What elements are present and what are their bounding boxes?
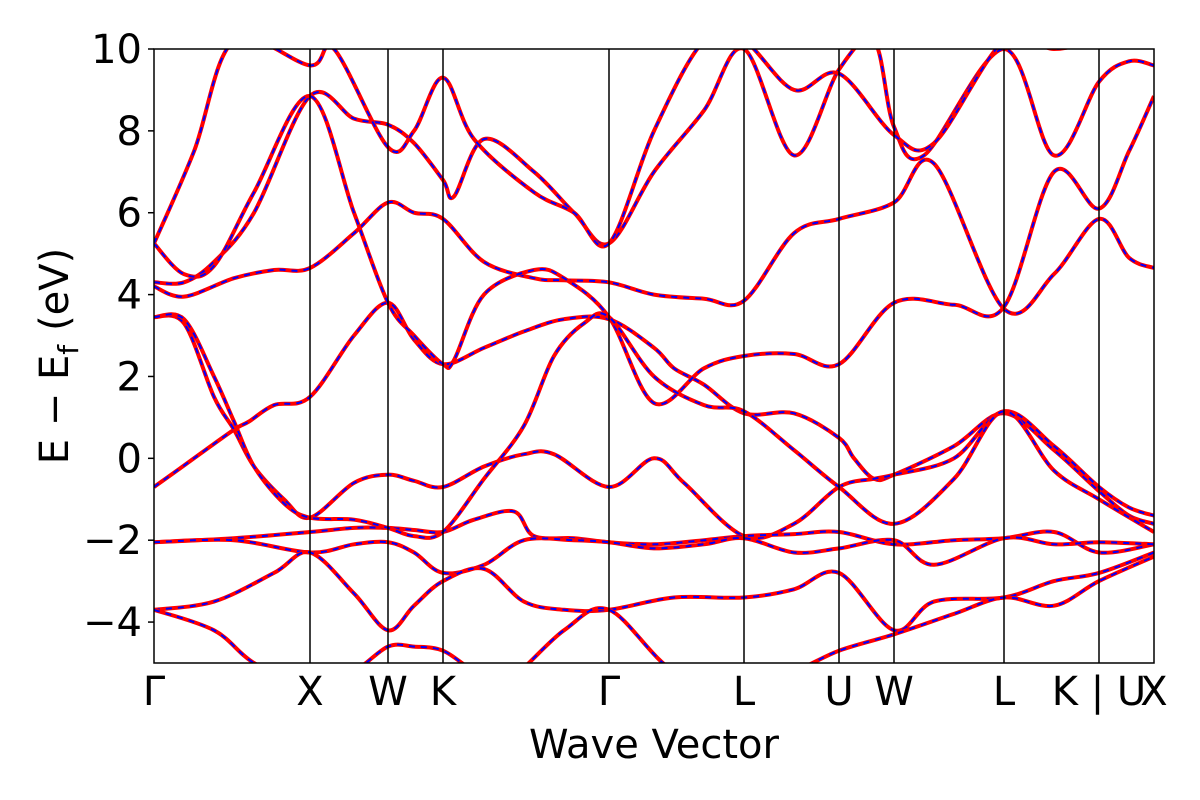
x-tick-label: W [368,669,408,715]
band-line-8-dashed [154,49,1154,285]
band-line-2-dashed [154,314,1154,540]
k-point-lines [309,49,1100,663]
y-tick-label: 10 [91,27,142,73]
x-tick-label: K [430,669,458,715]
band-line-11-dashed [154,312,1154,539]
band-lines [154,49,1154,663]
x-tick-label: L [993,669,1016,715]
y-tick-label: −2 [83,518,142,564]
band-line-5-dashed [154,551,1154,632]
y-tick-label: 0 [117,436,142,482]
x-tick-label: W [874,669,914,715]
band-line-1-dashed [154,301,1154,525]
plot-frame [153,48,1155,664]
x-tick-label: Γ [598,669,621,715]
band-line-6-dashed [154,555,1154,663]
x-axis-label: Wave Vector [529,722,780,768]
x-tick-label: Γ [143,669,166,715]
y-tick-label: 2 [117,354,142,400]
y-tick-label: −4 [83,600,142,646]
y-tick-label: 8 [117,109,142,155]
band-line-9-dashed [154,95,1154,406]
x-tick-label: X [296,669,323,715]
x-tick-label: K | U [1052,669,1146,715]
y-tick-label: 6 [117,191,142,237]
x-tick-label: X [1140,669,1167,715]
x-tick-label: L [733,669,756,715]
band-line-4-dashed [154,536,1154,575]
band-line-7-dashed [154,158,1154,315]
y-axis-label-subscript: f [52,344,85,355]
y-axis-ticks: 10 8 6 4 2 0 −2 −4 [83,27,154,646]
y-tick-label: 4 [117,273,142,319]
y-axis-label: E − Ef(eV) [32,248,85,465]
x-tick-label: U [824,669,853,715]
